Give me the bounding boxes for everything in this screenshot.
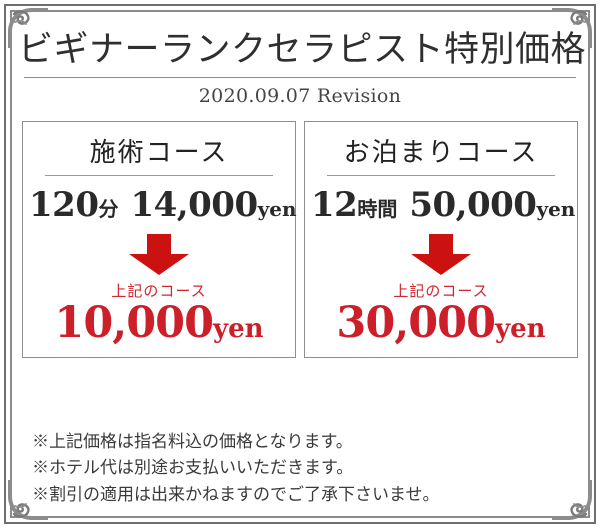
original-price-line: 12時間 50,000yen [311, 185, 575, 226]
sale-price-unit: yen [213, 314, 264, 345]
sale-price-unit: yen [495, 314, 546, 345]
title-block: ビギナーランクセラピスト特別価格 2020.09.07 Revision [18, 14, 587, 108]
sale-price-value: 10,000 [54, 298, 214, 349]
notes-list: ※上記価格は指名料込の価格となります。 ※ホテル代は別途お支払いいただきます。 … [18, 419, 582, 514]
revision-date: 2020.09.07 Revision [198, 85, 402, 108]
duration-unit: 時間 [357, 197, 398, 222]
original-price-line: 120分 14,000yen [29, 185, 297, 226]
note-item: ※ホテル代は別途お支払いいただきます。 [32, 458, 354, 479]
sale-price-value: 30,000 [336, 298, 496, 349]
duration-value: 12 [311, 185, 358, 226]
sale-label: 上記のコース [111, 282, 207, 301]
course-name: お泊まりコース [343, 138, 539, 169]
note-item: ※上記価格は指名料込の価格となります。 [32, 431, 353, 452]
down-arrow-icon [29, 226, 289, 280]
course-card-stay: お泊まりコース 12時間 50,000yen 上記のコース 30,000yen [304, 121, 578, 359]
course-list: 施術コース 120分 14,000yen 上記のコース 10,000yen お泊ま… [18, 121, 582, 359]
poster-content: ビギナーランクセラピスト特別価格 2020.09.07 Revision 施術コ… [18, 14, 587, 514]
course-name-divider [327, 175, 555, 177]
duration-value: 120 [29, 185, 99, 226]
original-price-value: 50,000 [409, 185, 537, 226]
original-price-value: 14,000 [130, 185, 258, 226]
sale-price-line: 10,000yen [29, 302, 289, 345]
course-name-divider [45, 175, 273, 177]
down-arrow-icon [311, 226, 571, 280]
sale-price-line: 30,000yen [311, 302, 571, 345]
title-divider [24, 77, 576, 79]
sale-label: 上記のコース [393, 282, 489, 301]
original-price-unit: yen [536, 197, 576, 222]
page-title: ビギナーランクセラピスト特別価格 [18, 30, 587, 70]
note-item: ※割引の適用は出来かねますのでご了承下さいませ。 [32, 484, 440, 505]
course-name: 施術コース [89, 138, 229, 169]
course-card-treatment: 施術コース 120分 14,000yen 上記のコース 10,000yen [22, 121, 297, 359]
duration-unit: 分 [98, 197, 119, 222]
original-price-unit: yen [257, 197, 297, 222]
